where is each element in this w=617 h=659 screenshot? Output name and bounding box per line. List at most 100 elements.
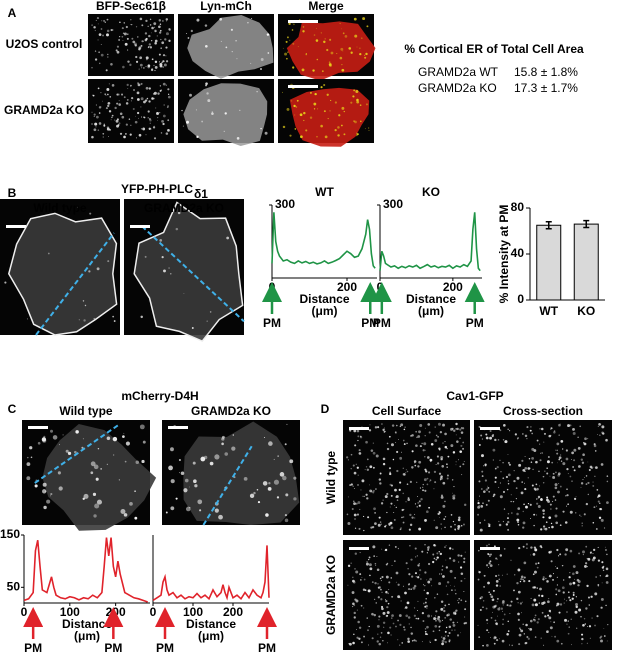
speckle <box>165 84 167 86</box>
speckle <box>374 511 376 514</box>
speckle <box>540 427 544 431</box>
speckle <box>575 605 578 609</box>
micrograph <box>474 540 612 650</box>
speckle <box>546 472 549 475</box>
speckle <box>236 58 238 60</box>
speckle <box>355 570 359 574</box>
micrograph <box>22 420 157 531</box>
speckle <box>559 423 561 425</box>
speckle <box>519 628 521 631</box>
speckle <box>368 625 370 628</box>
speckle <box>404 591 407 595</box>
speckle <box>522 578 524 581</box>
speckle <box>177 211 181 215</box>
speckle <box>350 562 352 564</box>
speckle <box>495 584 499 587</box>
speckle <box>386 511 388 514</box>
x-tick-label: KO <box>577 304 595 318</box>
speckle <box>436 552 439 555</box>
speckle <box>603 565 605 567</box>
y-tick-label: 50 <box>7 579 21 593</box>
speckle <box>421 612 425 615</box>
speckle <box>398 614 402 617</box>
speckle <box>485 503 488 506</box>
speckle <box>250 62 252 64</box>
speckle <box>444 500 446 503</box>
speckle <box>211 111 214 113</box>
speckle <box>534 548 538 552</box>
speckle <box>287 51 289 54</box>
speckle <box>492 605 496 609</box>
speckle <box>357 474 359 476</box>
speckle <box>407 640 410 643</box>
speckle <box>427 423 431 426</box>
speckle <box>356 636 359 639</box>
speckle <box>603 628 605 630</box>
speckle <box>595 505 598 507</box>
speckle <box>442 423 445 427</box>
speckle <box>560 439 564 443</box>
speckle <box>431 585 433 587</box>
speckle <box>536 566 539 569</box>
speckle <box>243 476 248 481</box>
speckle <box>371 612 374 616</box>
speckle <box>583 618 586 620</box>
speckle <box>449 557 452 560</box>
image-label: Wild type <box>33 201 87 215</box>
speckle <box>427 546 430 549</box>
speckle <box>535 483 538 486</box>
speckle <box>592 553 594 554</box>
speckle <box>394 545 397 548</box>
speckle <box>506 632 509 636</box>
speckle <box>454 612 457 615</box>
speckle <box>397 619 399 622</box>
speckle <box>421 640 424 643</box>
speckle <box>420 498 423 501</box>
speckle <box>156 35 158 37</box>
speckle <box>395 441 397 444</box>
speckle <box>579 514 581 516</box>
speckle <box>358 452 362 455</box>
speckle <box>410 626 412 629</box>
speckle <box>578 608 582 612</box>
speckle <box>115 119 119 123</box>
speckle <box>149 46 153 49</box>
speckle <box>129 63 132 66</box>
speckle <box>353 513 357 517</box>
speckle <box>601 425 605 429</box>
speckle <box>417 609 419 611</box>
speckle <box>452 495 454 497</box>
speckle <box>390 526 394 530</box>
speckle <box>444 445 448 449</box>
speckle <box>355 90 359 94</box>
speckle <box>111 84 115 87</box>
speckle <box>265 513 269 517</box>
speckle <box>435 558 438 561</box>
speckle <box>167 93 170 96</box>
profile-line <box>141 225 245 323</box>
speckle <box>563 602 565 604</box>
speckle <box>558 482 560 484</box>
speckle <box>599 434 601 436</box>
speckle <box>536 587 538 589</box>
speckle <box>487 581 490 585</box>
x-tick-label: 200 <box>443 280 463 294</box>
speckle <box>159 239 163 242</box>
speckle <box>378 642 382 646</box>
speckle <box>558 458 561 461</box>
speckle <box>399 644 401 646</box>
speckle <box>541 602 545 605</box>
speckle <box>573 497 577 500</box>
speckle <box>493 493 496 496</box>
speckle <box>529 628 533 631</box>
speckle <box>97 39 99 41</box>
speckle <box>440 523 442 525</box>
table-cell: 15.8 ± 1.8% <box>514 65 578 79</box>
profile-line <box>23 537 148 603</box>
speckle <box>449 547 452 550</box>
speckle <box>552 472 555 475</box>
speckle <box>463 503 467 507</box>
speckle <box>165 32 169 36</box>
speckle <box>546 580 549 583</box>
speckle <box>522 545 525 548</box>
